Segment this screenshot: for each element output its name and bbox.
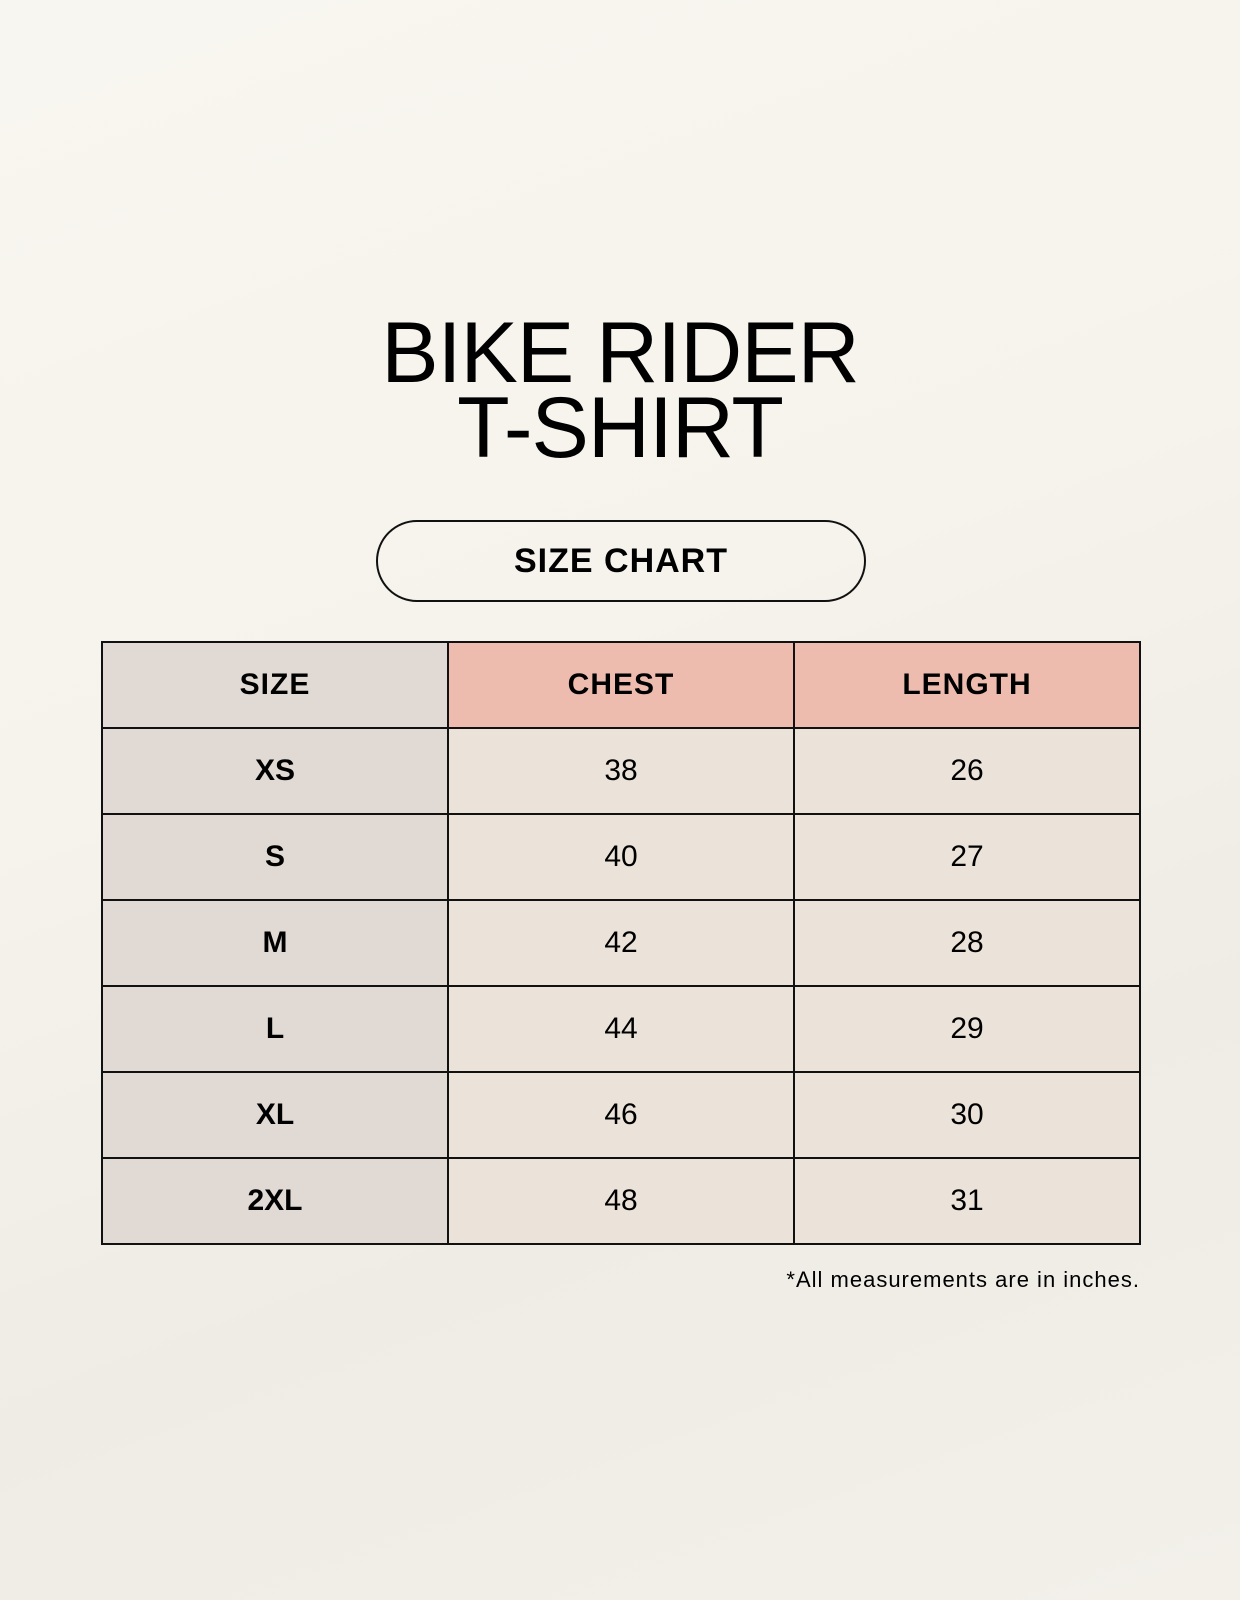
- title-line-2: T-SHIRT: [457, 380, 784, 476]
- table-row: 2XL 48 31: [101, 1157, 1141, 1245]
- table-row: M 42 28: [101, 899, 1141, 987]
- chest-cell: 48: [447, 1157, 795, 1245]
- length-cell: 27: [793, 813, 1141, 901]
- chest-cell: 44: [447, 985, 795, 1073]
- table-row: XS 38 26: [101, 727, 1141, 815]
- size-cell: XS: [101, 727, 449, 815]
- chest-cell: 42: [447, 899, 795, 987]
- size-cell: M: [101, 899, 449, 987]
- chest-cell: 46: [447, 1071, 795, 1159]
- size-table: SIZE CHEST LENGTH XS 38 26 S 40 27 M 42 28 L 44 29 X…: [101, 641, 1141, 1245]
- page-title: BIKE RIDER T-SHIRT: [0, 305, 1240, 476]
- length-cell: 26: [793, 727, 1141, 815]
- length-cell: 28: [793, 899, 1141, 987]
- length-cell: 31: [793, 1157, 1141, 1245]
- length-cell: 29: [793, 985, 1141, 1073]
- footnote: *All measurements are in inches.: [786, 1267, 1140, 1292]
- table-row: S 40 27: [101, 813, 1141, 901]
- table-row: L 44 29: [101, 985, 1141, 1073]
- table-row: XL 46 30: [101, 1071, 1141, 1159]
- size-cell: S: [101, 813, 449, 901]
- title-line-1: BIKE RIDER: [381, 305, 859, 401]
- size-cell: 2XL: [101, 1157, 449, 1245]
- size-cell: L: [101, 985, 449, 1073]
- table-header-row: SIZE CHEST LENGTH: [101, 641, 1141, 729]
- header-size: SIZE: [101, 641, 449, 729]
- header-length: LENGTH: [793, 641, 1141, 729]
- size-cell: XL: [101, 1071, 449, 1159]
- chest-cell: 40: [447, 813, 795, 901]
- size-chart-badge: SIZE CHART: [376, 520, 866, 602]
- header-chest: CHEST: [447, 641, 795, 729]
- chest-cell: 38: [447, 727, 795, 815]
- length-cell: 30: [793, 1071, 1141, 1159]
